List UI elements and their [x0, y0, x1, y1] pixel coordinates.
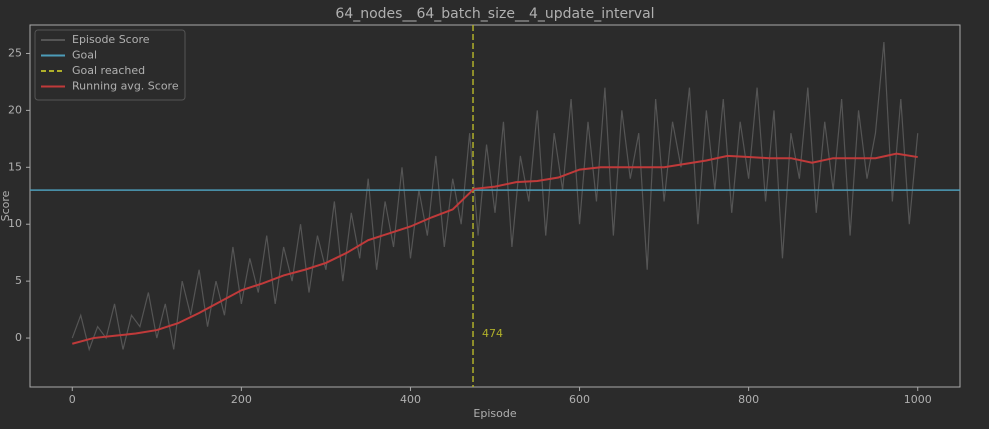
legend-label: Goal reached — [72, 64, 145, 77]
x-tick-label: 600 — [569, 393, 590, 406]
x-axis-label: Episode — [473, 407, 516, 420]
x-tick-label: 800 — [738, 393, 759, 406]
chart-title: 64_nodes__64_batch_size__4_update_interv… — [335, 6, 654, 22]
plot-area — [29, 24, 961, 388]
series-line — [72, 152, 918, 345]
y-tick-label: 20 — [8, 103, 22, 116]
series-line — [71, 42, 919, 352]
y-axis-label: Score — [0, 190, 12, 221]
y-tick-label: 5 — [15, 274, 22, 287]
legend-label: Running avg. Score — [72, 80, 179, 93]
y-tick-label: 10 — [8, 217, 22, 230]
x-tick-label: 0 — [69, 393, 76, 406]
y-tick-label: 0 — [15, 331, 22, 344]
x-tick-label: 400 — [400, 393, 421, 406]
y-tick-label: 25 — [8, 46, 22, 59]
goal-reached-annotation: 474 — [482, 327, 503, 340]
y-tick-label: 15 — [8, 160, 22, 173]
x-tick-label: 200 — [231, 393, 252, 406]
x-tick-label: 1000 — [904, 393, 932, 406]
legend-label: Goal — [72, 49, 97, 62]
legend-label: Episode Score — [72, 33, 150, 46]
legend-box — [34, 29, 186, 101]
